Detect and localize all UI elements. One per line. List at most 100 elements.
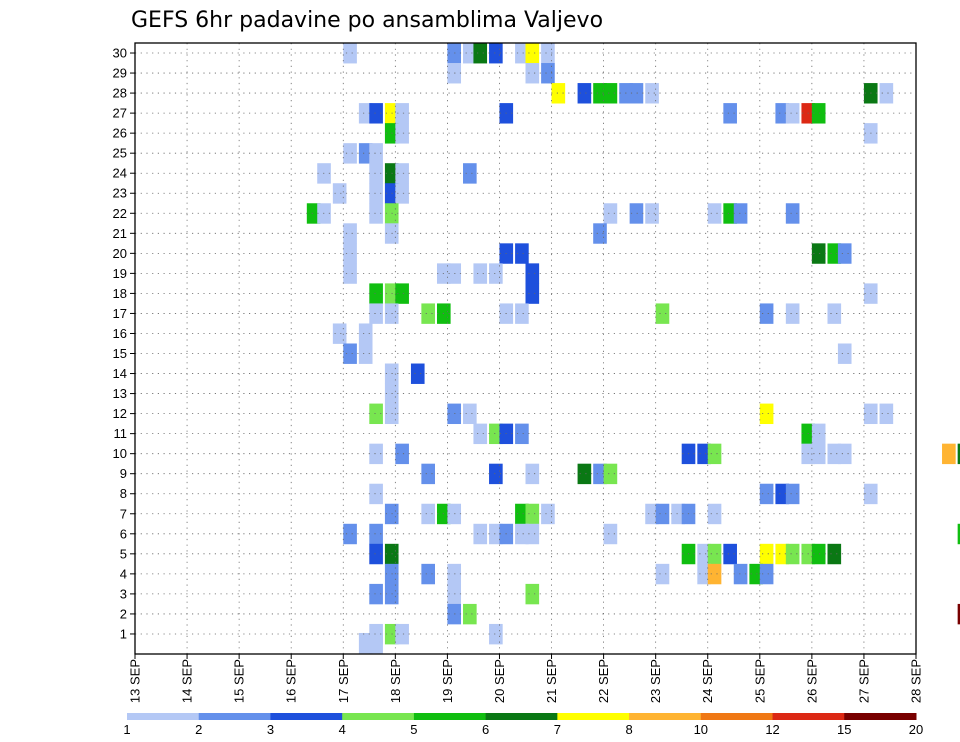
y-tick-label: 25 [113, 146, 127, 161]
heatmap-cell [369, 183, 383, 204]
y-tick-label: 29 [113, 66, 127, 81]
heatmap-cell [827, 443, 842, 465]
heatmap-cell [473, 523, 488, 545]
heatmap-cell [489, 43, 503, 64]
heatmap-cell [369, 543, 383, 565]
heatmap-cell [473, 423, 488, 445]
heatmap-cell [343, 223, 357, 244]
legend-swatch [342, 713, 415, 720]
heatmap-cell [541, 503, 555, 525]
x-tick-label: 14 SEP [180, 659, 195, 703]
x-axis: 13 SEP 14 SEP 15 SEP 16 SEP 17 SEP 18 SEP 19 S… [128, 654, 924, 703]
heatmap-cell [655, 303, 670, 324]
heatmap-cell [603, 463, 618, 485]
heatmap-cell [343, 43, 357, 64]
heatmap-cell [358, 103, 373, 124]
heatmap-cell [421, 503, 435, 525]
heatmap-cell [343, 143, 357, 164]
heatmap-cell [785, 103, 800, 124]
x-tick-label: 25 SEP [752, 659, 767, 703]
plot-frame [134, 42, 917, 655]
heatmap-cell [369, 632, 383, 654]
heatmap-cell [343, 243, 357, 264]
heatmap-cell [395, 183, 409, 204]
heatmap-cell [395, 623, 409, 645]
y-tick-label: 28 [113, 86, 127, 101]
heatmap-cell [358, 632, 373, 654]
legend-label: 7 [554, 722, 561, 737]
y-tick-label: 4 [120, 566, 127, 581]
heatmap-cell [541, 43, 555, 64]
heatmap-cell [723, 203, 737, 224]
x-tick-label: 27 SEP [856, 659, 871, 703]
heatmap-cell [525, 263, 540, 284]
heatmap-cell [515, 243, 529, 264]
heatmap-cell [723, 543, 737, 565]
heatmap-cell [525, 63, 540, 84]
heatmap-cell [827, 543, 842, 565]
y-tick-label: 9 [120, 466, 127, 481]
heatmap-cell [879, 83, 894, 104]
legend-swatch [557, 713, 630, 720]
legend-label: 10 [694, 722, 708, 737]
legend-label: 2 [195, 722, 202, 737]
heatmap-cell [827, 303, 842, 324]
y-tick-label: 20 [113, 246, 127, 261]
heatmap-cell [463, 43, 477, 64]
heatmap-cell [759, 403, 774, 425]
x-tick-label: 17 SEP [336, 659, 351, 703]
y-tick-label: 23 [113, 186, 127, 201]
dotted-grid [135, 43, 916, 654]
legend-label: 3 [267, 722, 274, 737]
heatmap-cell [811, 443, 826, 465]
legend-swatch [844, 713, 917, 720]
y-tick-label: 16 [113, 326, 127, 341]
heatmap-cell [369, 103, 383, 124]
legend-swatch [700, 713, 774, 720]
heatmap-cell [525, 43, 540, 64]
legend-swatch [270, 713, 343, 720]
x-tick-label: 15 SEP [232, 659, 247, 703]
heatmap-cell [837, 343, 852, 364]
heatmap-cell [957, 523, 960, 545]
heatmap-cell [525, 463, 540, 485]
legend-label: 12 [765, 722, 779, 737]
heatmap-cell [775, 483, 790, 505]
heatmap-cell [410, 363, 425, 384]
heatmap-cell [707, 203, 722, 224]
legend-swatch [485, 713, 558, 720]
heatmap-cell [358, 323, 373, 344]
heatmap-cell [489, 463, 503, 485]
heatmap-cell [343, 263, 357, 284]
y-tick-label: 11 [114, 426, 128, 441]
heatmap-cell [577, 463, 592, 485]
heatmap-cell [577, 83, 592, 104]
heatmap-cell [707, 563, 722, 585]
y-tick-label: 26 [113, 126, 127, 141]
heatmap-cell [759, 483, 774, 505]
heatmap-cell [515, 503, 529, 525]
heatmap-cell [369, 163, 383, 184]
heatmap-cell [369, 443, 383, 465]
heatmap-cell [395, 103, 409, 124]
heatmap-cell [629, 83, 644, 104]
legend-label: 1 [123, 722, 130, 737]
y-tick-label: 14 [113, 366, 127, 381]
legend-label: 20 [909, 722, 923, 737]
y-tick-label: 17 [113, 306, 127, 321]
heatmap-cell [785, 543, 800, 565]
y-tick-label: 10 [113, 446, 127, 461]
heatmap-cell [395, 283, 409, 304]
y-tick-label: 19 [113, 266, 127, 281]
heatmap-cell [759, 543, 774, 565]
heatmap-cell [603, 523, 618, 545]
heatmap-cell [489, 263, 503, 284]
y-tick-label: 13 [113, 386, 127, 401]
heatmap-cell [957, 443, 960, 465]
y-axis: 1234567891011121314151617181920212223242… [113, 46, 135, 641]
y-tick-label: 5 [120, 546, 127, 561]
heatmap-cell [827, 243, 842, 264]
chart-title: GEFS 6hr padavine po ansamblima Valjevo [131, 8, 603, 33]
y-tick-label: 27 [113, 106, 127, 121]
